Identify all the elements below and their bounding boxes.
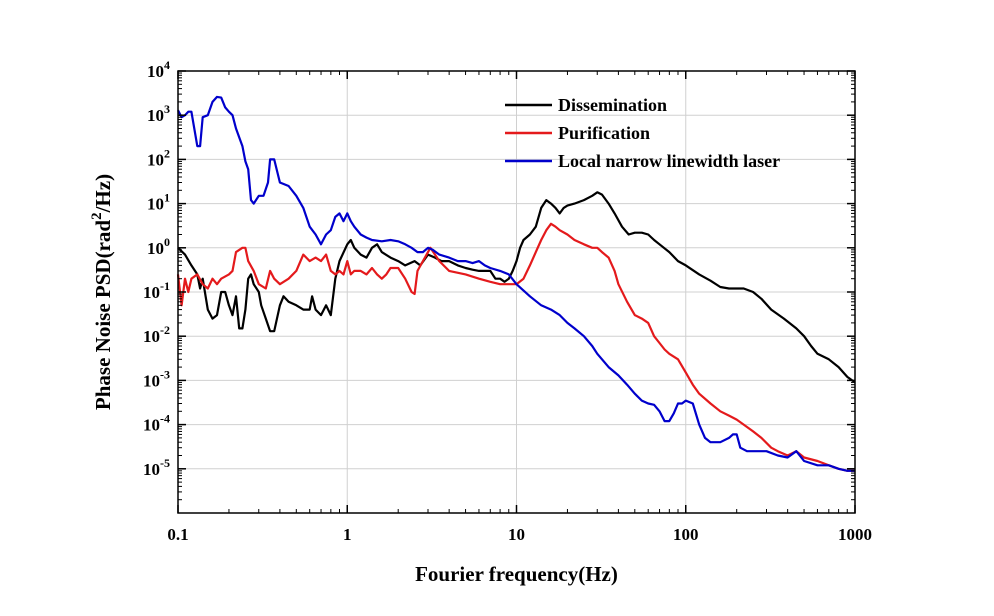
series-line-purification [176,222,855,472]
y-tick-label: 104 [147,58,170,81]
x-tick-label: 1000 [838,525,872,544]
y-tick-labels: 10-5 10-4 10-3 10-2 10-1 100 101 102 103 104 [143,58,170,479]
y-axis-title: Phase Noise PSD(rad2/Hz) [89,174,115,410]
y-axis-title-main: Phase Noise PSD(rad [91,220,115,410]
x-tick-label: 100 [673,525,699,544]
legend-label-local-laser: Local narrow linewidth laser [558,151,780,171]
y-tick-label: 10-5 [143,456,170,479]
series-line-local-narrow-linewidth-laser [177,95,855,472]
y-tick-label: 102 [147,146,170,169]
y-tick-label: 10-3 [143,367,170,390]
x-tick-labels: 0.1 1 10 100 1000 [167,525,872,544]
y-tick-label: 100 [147,235,170,258]
y-tick-label: 10-1 [143,279,170,302]
x-tick-label: 0.1 [167,525,188,544]
y-tick-label: 101 [147,191,170,214]
y-tick-label: 10-4 [143,412,170,435]
legend-label-dissemination: Dissemination [558,95,667,115]
x-tick-label: 10 [508,525,525,544]
y-tick-label: 10-2 [143,323,170,346]
series-line-dissemination [177,191,856,384]
grid-lines [178,71,855,513]
y-axis-title-tail: /Hz) [91,174,115,213]
y-tick-label: 103 [147,102,170,125]
y-axis-title-sup: 2 [89,212,105,220]
x-tick-label: 1 [343,525,352,544]
series-lines [176,95,856,472]
x-axis-title: Fourier frequency(Hz) [415,562,618,586]
legend: Dissemination Purification Local narrow … [505,95,780,171]
legend-label-purification: Purification [558,123,650,143]
axis-ticks [177,70,856,513]
